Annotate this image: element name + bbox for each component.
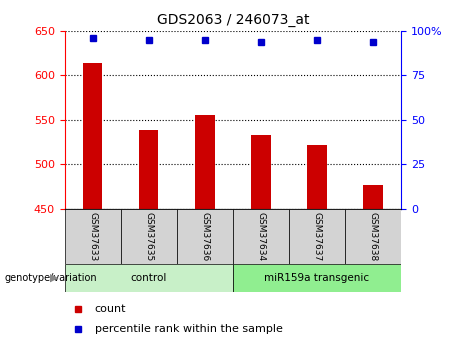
Bar bbox=[65, 209, 121, 264]
Bar bbox=[345, 209, 401, 264]
Text: miR159a transgenic: miR159a transgenic bbox=[264, 273, 370, 283]
Text: GSM37635: GSM37635 bbox=[144, 212, 153, 261]
Bar bbox=[177, 209, 233, 264]
Text: control: control bbox=[130, 273, 167, 283]
Text: GSM37636: GSM37636 bbox=[200, 212, 209, 261]
Bar bbox=[121, 209, 177, 264]
Bar bbox=[233, 209, 289, 264]
Text: percentile rank within the sample: percentile rank within the sample bbox=[95, 324, 283, 334]
Bar bbox=[195, 116, 214, 209]
Text: GSM37638: GSM37638 bbox=[368, 212, 378, 261]
Text: GSM37634: GSM37634 bbox=[256, 212, 266, 261]
Title: GDS2063 / 246073_at: GDS2063 / 246073_at bbox=[157, 13, 309, 27]
Text: genotype/variation: genotype/variation bbox=[5, 273, 97, 283]
Bar bbox=[363, 185, 383, 209]
Text: GSM37637: GSM37637 bbox=[313, 212, 321, 261]
Bar bbox=[233, 264, 401, 292]
Bar bbox=[307, 145, 327, 209]
Bar bbox=[83, 63, 102, 209]
Text: GSM37633: GSM37633 bbox=[88, 212, 97, 261]
Bar bbox=[251, 135, 271, 209]
Bar bbox=[65, 264, 233, 292]
Bar bbox=[289, 209, 345, 264]
Text: ▶: ▶ bbox=[50, 273, 58, 283]
Bar bbox=[139, 130, 159, 209]
Text: count: count bbox=[95, 304, 126, 314]
